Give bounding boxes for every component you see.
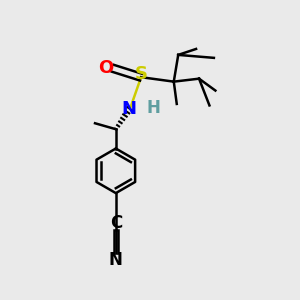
Text: O: O <box>98 59 113 77</box>
Text: S: S <box>135 65 148 83</box>
Text: N: N <box>109 251 123 269</box>
Text: H: H <box>146 99 160 117</box>
Text: N: N <box>122 100 137 118</box>
Text: C: C <box>110 214 122 232</box>
